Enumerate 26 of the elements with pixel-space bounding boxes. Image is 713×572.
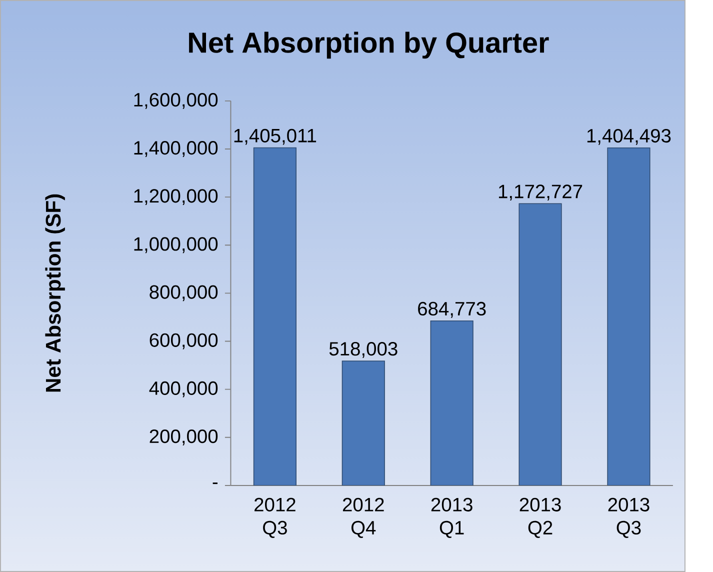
data-label: 1,172,727 (498, 184, 582, 201)
y-tick-label: 1,400,000 (134, 141, 218, 157)
data-label: 518,003 (329, 342, 398, 358)
y-tick-label: 200,000 (150, 429, 218, 446)
data-label: 1,405,011 (234, 128, 316, 145)
chart-title: Net Absorption by Quarter (189, 32, 549, 59)
x-tick-label: 2013 Q3 (608, 498, 650, 538)
y-tick-label: 800,000 (150, 285, 218, 302)
y-tick-label: 1,200,000 (134, 189, 218, 206)
data-label: 1,404,493 (587, 128, 671, 145)
data-label: 684,773 (418, 302, 486, 318)
y-tick-label: - (212, 482, 218, 484)
y-tick-label: 1,000,000 (134, 237, 218, 254)
bar (430, 320, 474, 486)
x-tick-label: 2013 Q2 (520, 498, 561, 538)
x-tick-label: 2013 Q1 (431, 498, 472, 538)
bar (518, 203, 562, 486)
y-tick-label: 400,000 (149, 381, 218, 398)
bar (607, 148, 650, 486)
bar (253, 147, 296, 486)
y-axis-title: Net Absorption (SF) (45, 194, 65, 392)
x-tick-label: 2012 Q4 (342, 498, 384, 538)
x-tick-label: 2012 Q3 (254, 498, 296, 538)
bar (342, 360, 385, 486)
y-tick-label: 1,600,000 (134, 92, 218, 109)
y-tick-label: 600,000 (150, 333, 218, 350)
